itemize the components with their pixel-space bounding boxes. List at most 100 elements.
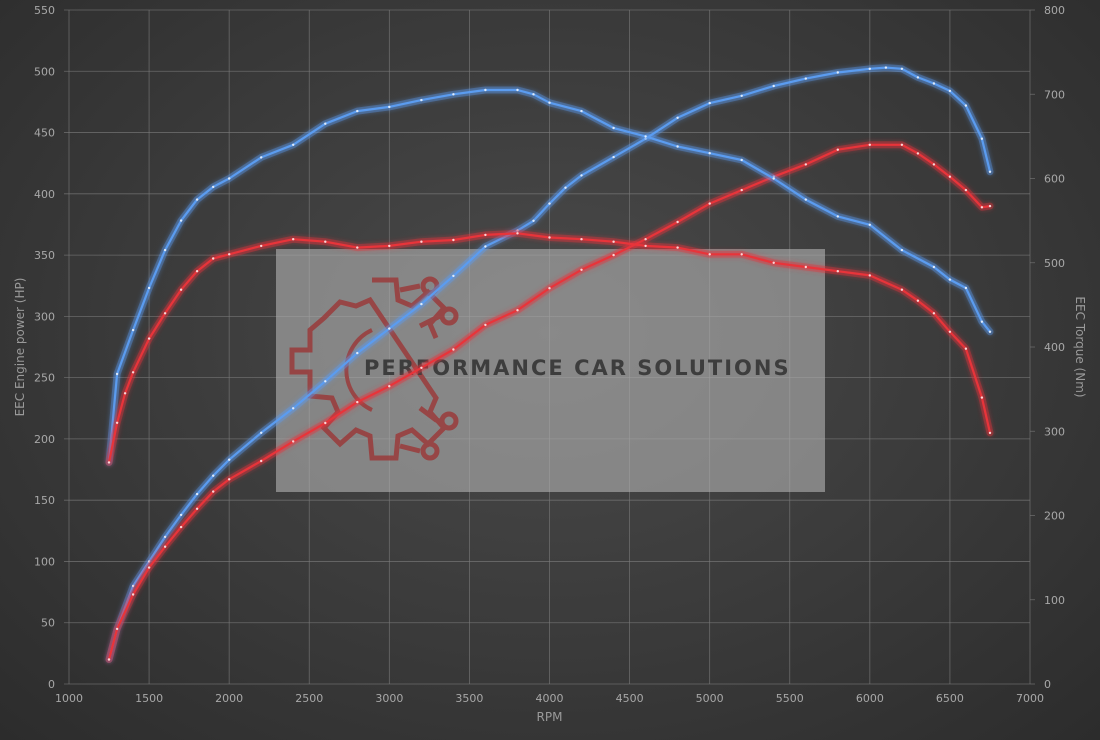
series-point [163,312,167,315]
series-point [195,492,199,496]
series-point [123,392,127,395]
series-point [228,253,231,256]
series-point [804,265,807,269]
series-point [548,287,551,290]
x-tick-label: 6000 [856,692,884,705]
series-point [740,158,743,162]
series-point [708,101,711,105]
series-point [580,174,583,177]
series-point [195,270,199,273]
y-axis-right-title: EEC Torque (Nm) [1073,296,1087,397]
series-point [868,143,871,146]
series-point [580,268,583,271]
series-point [644,135,647,138]
series-point [292,440,295,443]
x-tick-label: 2500 [295,692,323,705]
series-point [163,545,167,548]
series-point [548,101,551,104]
series-point [516,309,519,312]
series-point [388,105,391,109]
series-point [836,148,839,151]
series-point [676,145,679,148]
series-line-2 [107,143,992,661]
y-axis-left-title: EEC Engine power (HP) [13,278,27,417]
series-point [115,372,119,376]
series-point [147,566,151,569]
series-point [900,248,904,252]
series-point [980,137,984,140]
x-tick-label: 1500 [135,692,163,705]
series-point [948,175,952,178]
series-point [107,461,111,464]
series-point [564,186,567,189]
series-point [228,177,231,180]
series-point [292,238,295,241]
series-point [179,288,183,291]
tick-labels: 1000 1500 2000 2500 3000 3500 4000 4500 5000 5500… [34,4,1065,705]
y-right-tick-label: 700 [1044,88,1065,101]
series-point [884,66,888,69]
series-point [452,274,455,278]
series-point [932,265,936,269]
series-point [115,627,119,631]
series-point [836,71,839,74]
series-point [708,152,711,155]
series-point [708,253,711,256]
x-tick-label: 5000 [696,692,724,705]
series-point [228,458,231,461]
y-right-tick-label: 500 [1044,257,1065,270]
series-point [548,236,551,239]
series-point [420,240,423,243]
watermark: PERFORMANCE CAR SOLUTIONS [276,249,825,492]
series-point [324,380,327,383]
series-point [292,407,295,410]
series-point [484,233,487,237]
series-point [356,351,359,355]
series-point [980,206,984,209]
series-point [212,257,215,260]
series-point [179,219,183,222]
series-point [612,240,615,243]
x-tick-label: 7000 [1016,692,1044,705]
series-point [195,198,199,201]
series-point [868,223,871,226]
series-point [644,238,647,241]
series-point [516,232,519,235]
series-point [115,421,119,424]
y-left-tick-label: 50 [41,617,55,630]
series-point [836,215,839,218]
series-point [356,109,359,113]
series-point [948,89,952,93]
y-left-tick-label: 550 [34,4,55,17]
series-point [964,104,968,107]
series-point [452,348,455,351]
series-point [420,98,423,102]
series-point [516,88,519,92]
series-point [356,246,359,249]
series-point [804,77,807,80]
series-point [836,270,839,273]
series-point [163,535,167,539]
series-point [532,93,535,96]
series-point [932,82,936,85]
series-point [916,152,920,155]
y-right-tick-label: 600 [1044,173,1065,186]
series-point [772,261,775,264]
series-point [740,94,743,98]
series-point [163,248,167,252]
series-point [932,163,936,166]
series-point [948,330,952,333]
series-point [179,513,183,517]
x-tick-label: 3000 [375,692,403,705]
series-point [131,593,135,596]
series-point [212,490,215,493]
y-right-tick-label: 0 [1044,678,1051,691]
series-point [388,244,391,248]
series-point [356,400,359,404]
x-tick-label: 5500 [776,692,804,705]
series-point [195,507,199,510]
series-point [900,288,904,291]
series-point [988,170,992,173]
y-left-tick-label: 250 [34,372,55,385]
series-point [388,327,391,330]
